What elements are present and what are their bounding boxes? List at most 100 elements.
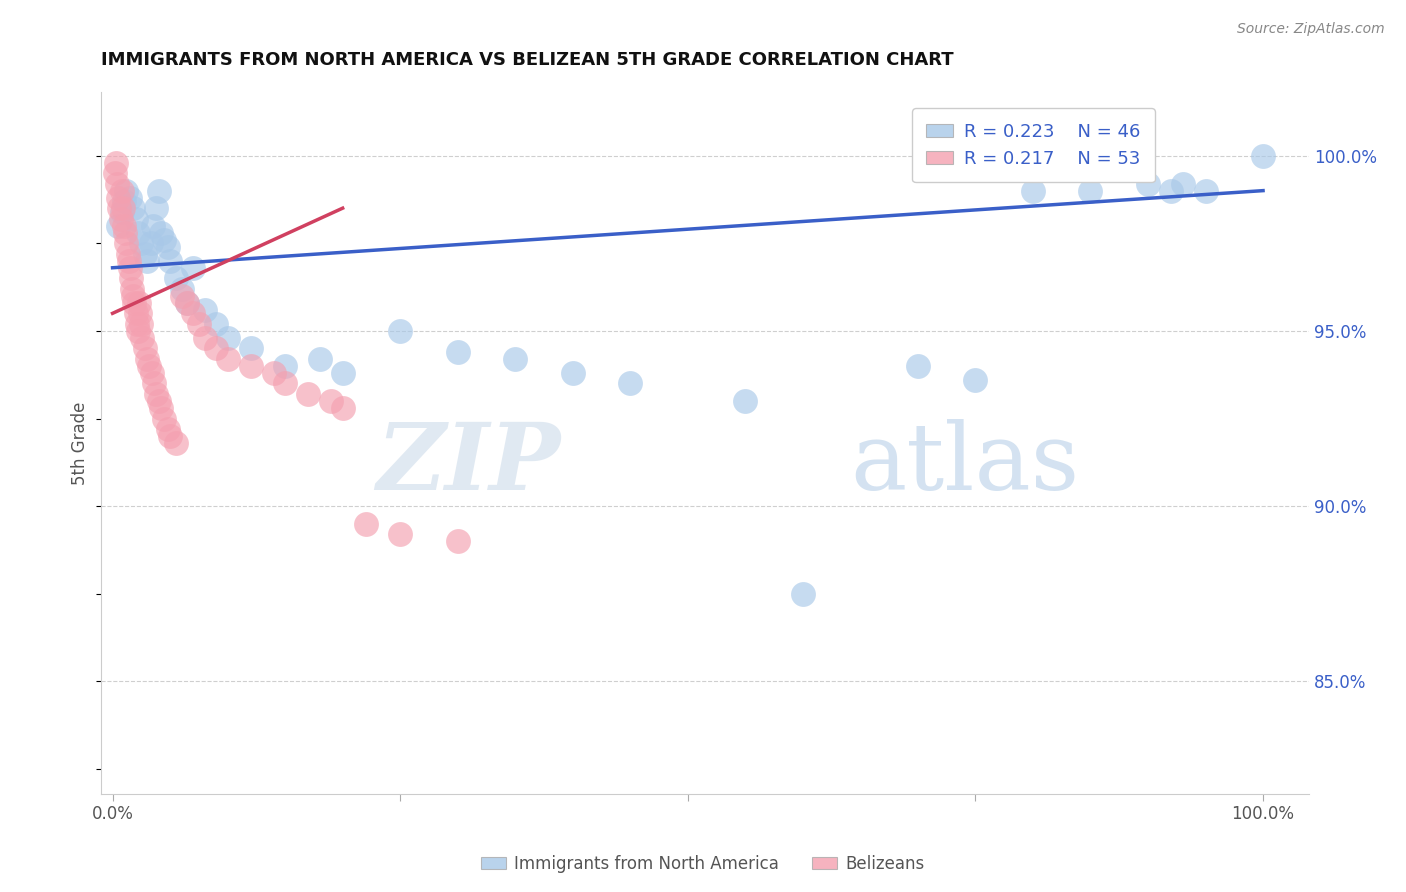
- Point: [156, 240, 179, 254]
- Point: [114, 226, 136, 240]
- Point: [1171, 177, 1194, 191]
- Point: [194, 331, 217, 345]
- Point: [134, 342, 156, 356]
- Point: [111, 204, 134, 219]
- Point: [1022, 184, 1045, 198]
- Point: [124, 211, 146, 226]
- Point: [159, 253, 181, 268]
- Point: [181, 260, 204, 275]
- Point: [134, 246, 156, 260]
- Legend: Immigrants from North America, Belizeans: Immigrants from North America, Belizeans: [474, 848, 932, 880]
- Point: [239, 342, 262, 356]
- Point: [308, 351, 330, 366]
- Point: [131, 331, 153, 345]
- Point: [187, 317, 209, 331]
- Point: [118, 191, 141, 205]
- Text: Source: ZipAtlas.com: Source: ZipAtlas.com: [1237, 22, 1385, 37]
- Point: [792, 587, 814, 601]
- Point: [447, 534, 470, 549]
- Point: [1251, 148, 1274, 162]
- Point: [239, 359, 262, 373]
- Point: [447, 345, 470, 359]
- Point: [139, 236, 162, 251]
- Point: [111, 201, 134, 215]
- Point: [165, 271, 187, 285]
- Point: [153, 233, 176, 247]
- Point: [907, 359, 929, 373]
- Point: [141, 366, 163, 380]
- Point: [112, 194, 135, 209]
- Point: [145, 387, 167, 401]
- Point: [1194, 184, 1216, 198]
- Point: [176, 295, 198, 310]
- Point: [118, 253, 141, 268]
- Point: [107, 219, 129, 233]
- Point: [965, 373, 987, 387]
- Point: [205, 317, 228, 331]
- Point: [115, 184, 138, 198]
- Point: [122, 289, 145, 303]
- Point: [354, 516, 377, 531]
- Point: [170, 282, 193, 296]
- Point: [110, 211, 132, 226]
- Point: [131, 236, 153, 251]
- Point: [118, 260, 141, 275]
- Point: [131, 317, 153, 331]
- Point: [170, 289, 193, 303]
- Point: [734, 394, 756, 409]
- Point: [138, 359, 160, 373]
- Point: [389, 324, 412, 338]
- Point: [145, 201, 167, 215]
- Point: [136, 351, 159, 366]
- Point: [1137, 177, 1160, 191]
- Point: [107, 191, 129, 205]
- Point: [165, 436, 187, 450]
- Point: [120, 271, 142, 285]
- Point: [112, 219, 135, 233]
- Point: [149, 226, 172, 240]
- Point: [217, 351, 239, 366]
- Point: [159, 429, 181, 443]
- Point: [332, 366, 354, 380]
- Point: [127, 226, 149, 240]
- Point: [274, 376, 297, 391]
- Point: [332, 401, 354, 415]
- Point: [129, 306, 152, 320]
- Point: [217, 331, 239, 345]
- Point: [115, 236, 138, 251]
- Point: [1160, 184, 1182, 198]
- Point: [153, 411, 176, 425]
- Point: [104, 166, 127, 180]
- Point: [194, 302, 217, 317]
- Point: [122, 201, 145, 215]
- Point: [297, 387, 319, 401]
- Point: [1080, 184, 1102, 198]
- Point: [142, 219, 165, 233]
- Point: [263, 366, 285, 380]
- Point: [205, 342, 228, 356]
- Point: [148, 184, 170, 198]
- Text: atlas: atlas: [851, 419, 1080, 509]
- Point: [321, 394, 343, 409]
- Point: [176, 295, 198, 310]
- Point: [124, 306, 146, 320]
- Point: [105, 155, 128, 169]
- Legend: R = 0.223    N = 46, R = 0.217    N = 53: R = 0.223 N = 46, R = 0.217 N = 53: [912, 109, 1156, 183]
- Point: [149, 401, 172, 415]
- Text: ZIP: ZIP: [375, 419, 560, 509]
- Point: [128, 295, 150, 310]
- Point: [619, 376, 641, 391]
- Point: [108, 201, 131, 215]
- Text: IMMIGRANTS FROM NORTH AMERICA VS BELIZEAN 5TH GRADE CORRELATION CHART: IMMIGRANTS FROM NORTH AMERICA VS BELIZEA…: [101, 51, 953, 69]
- Point: [389, 527, 412, 541]
- Point: [143, 376, 166, 391]
- Point: [105, 177, 128, 191]
- Point: [127, 324, 149, 338]
- Point: [136, 253, 159, 268]
- Point: [561, 366, 583, 380]
- Point: [503, 351, 526, 366]
- Point: [124, 295, 146, 310]
- Y-axis label: 5th Grade: 5th Grade: [72, 401, 89, 484]
- Point: [117, 246, 139, 260]
- Point: [156, 422, 179, 436]
